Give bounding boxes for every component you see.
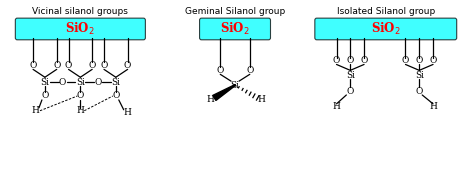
Text: O: O <box>346 86 354 96</box>
Text: H: H <box>429 102 437 111</box>
Text: O: O <box>402 56 409 65</box>
Text: Isolated Silanol group: Isolated Silanol group <box>337 7 435 16</box>
Text: O: O <box>77 92 84 100</box>
Text: H: H <box>258 96 265 104</box>
Text: Si: Si <box>111 78 120 87</box>
FancyBboxPatch shape <box>15 18 146 40</box>
Text: H: H <box>124 108 132 117</box>
Text: O: O <box>65 61 72 70</box>
Text: O: O <box>29 61 37 70</box>
Text: Si: Si <box>76 78 85 87</box>
Text: H: H <box>76 106 84 115</box>
Text: H: H <box>207 96 214 104</box>
Text: O: O <box>217 66 224 75</box>
Text: O: O <box>124 61 131 70</box>
Text: H: H <box>333 102 340 111</box>
FancyBboxPatch shape <box>315 18 457 40</box>
Text: O: O <box>94 78 102 87</box>
Text: SiO$_2$: SiO$_2$ <box>371 21 401 37</box>
Text: Si: Si <box>415 71 424 80</box>
Polygon shape <box>213 85 235 100</box>
Text: O: O <box>112 92 119 100</box>
Text: O: O <box>89 61 96 70</box>
Text: SiO$_2$: SiO$_2$ <box>65 21 95 37</box>
Text: Si: Si <box>346 71 355 80</box>
Text: O: O <box>53 61 60 70</box>
Text: O: O <box>346 56 354 65</box>
Text: O: O <box>360 56 368 65</box>
Text: O: O <box>429 56 437 65</box>
Text: Si: Si <box>40 78 49 87</box>
Text: Vicinal silanol groups: Vicinal silanol groups <box>32 7 128 16</box>
Text: H: H <box>31 106 39 115</box>
Text: O: O <box>416 86 423 96</box>
Text: Geminal Silanol group: Geminal Silanol group <box>185 7 285 16</box>
Text: O: O <box>59 78 66 87</box>
Text: O: O <box>41 92 48 100</box>
Text: O: O <box>246 66 254 75</box>
Text: O: O <box>333 56 340 65</box>
Text: Si: Si <box>230 81 239 90</box>
FancyBboxPatch shape <box>200 18 271 40</box>
Text: O: O <box>416 56 423 65</box>
Text: O: O <box>100 61 108 70</box>
Text: SiO$_2$: SiO$_2$ <box>220 21 250 37</box>
